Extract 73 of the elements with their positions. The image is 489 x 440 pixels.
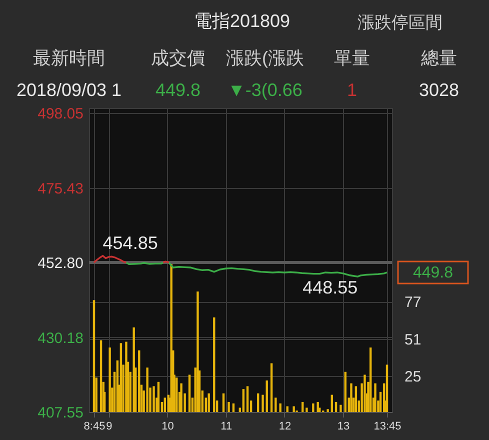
y-tick-label: 407.55 (38, 404, 84, 422)
y2-tick-label: 25 (404, 368, 422, 386)
bar (146, 368, 148, 412)
bar (208, 393, 210, 412)
text: 最新時間 (33, 48, 105, 68)
bar (256, 393, 260, 412)
bar (138, 350, 140, 412)
text: 3028 (418, 80, 460, 100)
bar (164, 398, 166, 412)
bar (266, 380, 268, 412)
text: 總量 (420, 48, 457, 68)
y-tick-label: 452.80 (38, 255, 84, 272)
bar (100, 340, 102, 412)
bar (350, 383, 352, 412)
bar (312, 403, 314, 412)
x-tick-label: 13:45 (374, 420, 402, 432)
bar (330, 394, 334, 412)
y-tick-label: 498.05 (38, 106, 84, 123)
annotation: 449.8 (412, 264, 454, 282)
x-tick-label: 10 (162, 420, 174, 432)
y-tick-label: 475.43 (38, 180, 84, 198)
bar (262, 394, 264, 412)
y-tick-label: 430.18 (38, 330, 84, 347)
bar (326, 409, 329, 412)
bar (242, 389, 245, 412)
bar (344, 372, 346, 412)
bar (306, 408, 308, 412)
bar (120, 343, 122, 412)
bar (228, 402, 230, 412)
x-tick-label: 9 (106, 420, 112, 432)
bar (374, 383, 376, 412)
bar (354, 386, 358, 412)
x-tick-label: 8:45 (84, 420, 106, 432)
bar (132, 327, 135, 412)
annotation: 448.55 (302, 278, 358, 298)
bar (270, 363, 273, 412)
bar (196, 292, 199, 412)
bar (157, 382, 160, 412)
bar (246, 386, 249, 412)
bar (292, 406, 295, 412)
bar (188, 374, 191, 412)
bar (213, 317, 216, 412)
bar (279, 403, 282, 412)
text: 1 (346, 80, 358, 100)
bar (334, 402, 338, 412)
x-tick-label: 11 (220, 420, 232, 432)
bar (302, 402, 304, 412)
text: 449.8 (155, 80, 201, 100)
bar (340, 404, 342, 412)
bar (108, 347, 111, 412)
bar (125, 342, 128, 412)
x-tick-label: 12 (278, 420, 292, 432)
text: 漲跌停區間 (358, 13, 442, 32)
bar (222, 393, 225, 412)
bar (364, 374, 366, 412)
bar (176, 378, 178, 412)
text: ▼-3(0.66 (228, 80, 302, 100)
bar (92, 300, 96, 412)
annotation: 454.85 (102, 232, 158, 253)
bar (369, 347, 372, 412)
x-tick-label: 13 (337, 420, 350, 432)
bar (386, 364, 388, 412)
chart-title: 電指201809 (194, 11, 290, 31)
text: 2018/09/03 1 (16, 80, 122, 100)
bar (274, 398, 277, 412)
text: 單量 (334, 48, 370, 68)
bar (152, 386, 155, 412)
y2-tick-label: 51 (404, 331, 422, 348)
y2-tick-label: 77 (404, 294, 422, 312)
text: 漲跌(漲跌 (226, 48, 304, 68)
text: 成交價 (151, 48, 205, 68)
bar (180, 383, 182, 412)
line-series (93, 254, 128, 264)
